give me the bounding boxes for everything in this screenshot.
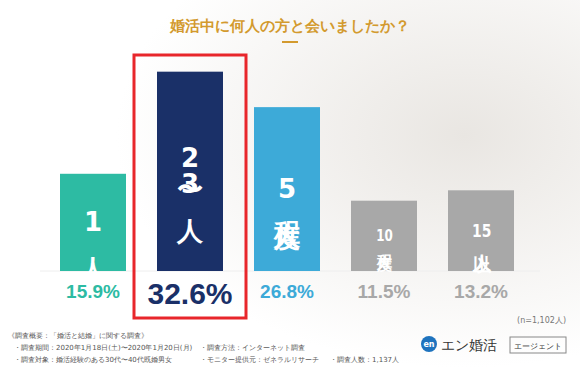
brand-circle: [421, 336, 437, 352]
annotation: (n=1,102人): [517, 316, 566, 325]
footnote: ・調査人数：1,137人: [330, 356, 399, 364]
bar: [60, 174, 126, 271]
background: [0, 0, 580, 387]
footnote: ・調査対象：婚活経験のある30代〜40代既婚男女: [14, 356, 172, 364]
footnote: ・モニター提供元：ゼネラルリサーチ: [200, 356, 319, 364]
brand-name: エン婚活: [441, 337, 497, 353]
data-label: 15.9%: [66, 281, 120, 302]
footnote: ・調査方法：インターネット調査: [200, 344, 305, 352]
bars: [60, 72, 514, 271]
highlight-frame: [134, 55, 246, 318]
title-underline: [282, 41, 298, 43]
stage: 婚活中に何人の方と会いましたか？ 15.9% 32.6% 26.8% 11.5% 13.2…: [0, 0, 580, 387]
title: 婚活中に何人の方と会いましたか？: [169, 17, 410, 35]
bar: [448, 190, 514, 271]
data-label: 11.5%: [358, 281, 411, 302]
bar: [254, 107, 320, 271]
data-label: 32.6%: [147, 277, 232, 310]
category-label: 10人程度: [377, 228, 392, 243]
data-label: 26.8%: [260, 281, 314, 302]
category-label: 5人程度: [274, 176, 300, 202]
category-label: 1人: [80, 209, 106, 235]
data-label: 13.2%: [454, 281, 508, 302]
footnote: 《調査概要：「婚活と結婚」に関する調査》: [8, 332, 148, 340]
footnote: ・調査期間：2020年1月18日(土)〜2020年1月20日(月): [14, 344, 193, 352]
brand-sub: エージェント: [514, 342, 562, 351]
bar: [157, 72, 223, 271]
brand-mark: en: [423, 340, 434, 349]
category-label: 2〜3人: [177, 145, 203, 197]
category-label: 15人以上: [472, 222, 490, 240]
brand-box: [510, 337, 566, 353]
bar: [351, 201, 417, 271]
